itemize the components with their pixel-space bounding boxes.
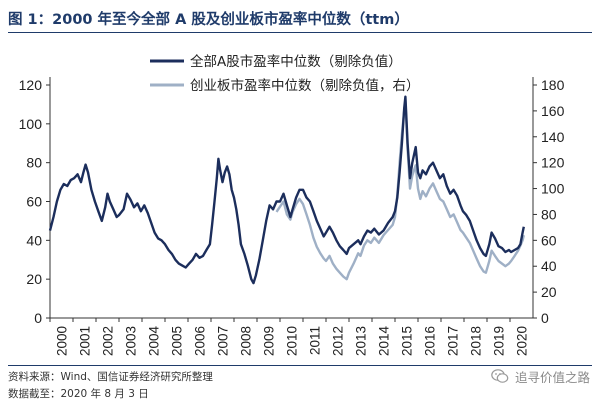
x-tick-label: 2000 xyxy=(55,326,70,356)
x-tick-label: 2004 xyxy=(147,326,162,357)
right-tick-label: 100 xyxy=(541,181,565,197)
source-note: 资料来源：Wind、国信证券经济研究所整理 xyxy=(8,371,213,383)
footer-divider xyxy=(8,365,592,366)
right-tick-label: 60 xyxy=(541,232,557,248)
right-tick-label: 40 xyxy=(541,258,557,274)
figure-title: 图 1：2000 年至今全部 A 股及创业板市盈率中位数（ttm） xyxy=(8,12,409,28)
x-tick-label: 2005 xyxy=(170,326,185,356)
right-tick-label: 180 xyxy=(541,77,565,93)
x-tick-label: 2014 xyxy=(377,326,392,357)
right-tick-label: 20 xyxy=(541,284,557,300)
x-tick-label: 2012 xyxy=(331,326,346,356)
left-tick-label: 0 xyxy=(34,310,42,326)
all-a-share-pe-line xyxy=(48,95,525,285)
right-tick-label: 80 xyxy=(541,206,557,222)
date-note: 数据截至：2020 年 8 月 3 日 xyxy=(8,388,149,400)
left-tick-label: 120 xyxy=(19,77,43,93)
watermark-text: 追寻价值之路 xyxy=(514,369,590,385)
left-tick-label: 60 xyxy=(26,194,42,210)
wechat-icon xyxy=(491,369,509,383)
x-tick-label: 2020 xyxy=(515,326,530,356)
watermark: 追寻价值之路 xyxy=(491,366,590,386)
right-tick-label: 0 xyxy=(541,310,549,326)
x-tick-label: 2002 xyxy=(101,326,116,356)
x-tick-label: 2016 xyxy=(423,326,438,356)
left-tick-label: 20 xyxy=(26,271,42,287)
x-tick-label: 2013 xyxy=(354,326,369,356)
right-tick-label: 160 xyxy=(541,103,565,119)
x-tick-label: 2001 xyxy=(78,326,93,356)
figure-title-bar: 图 1：2000 年至今全部 A 股及创业板市盈率中位数（ttm） xyxy=(0,0,600,34)
x-tick-label: 2003 xyxy=(124,326,139,356)
left-tick-label: 40 xyxy=(26,232,42,248)
x-tick-label: 2006 xyxy=(193,326,208,356)
left-tick-label: 80 xyxy=(26,155,42,171)
legend-label-chinext: 创业板市盈率中位数（剔除负值，右） xyxy=(190,77,420,94)
legend-label-all-a-share: 全部A股市盈率中位数（剔除负值） xyxy=(190,53,402,70)
pe-ratio-chart: 0 20 40 60 80 100 120 0 20 40 60 80 100 120 140 160 180 2… xyxy=(19,53,565,357)
x-tick-label: 2015 xyxy=(400,326,415,356)
x-tick-label: 2010 xyxy=(285,326,300,356)
x-tick-label: 2007 xyxy=(216,326,231,356)
x-tick-label: 2011 xyxy=(308,326,323,355)
x-tick-label: 2018 xyxy=(469,326,484,356)
right-tick-label: 120 xyxy=(541,155,565,171)
x-tick-label: 2009 xyxy=(262,326,277,356)
x-tick-label: 2019 xyxy=(492,326,507,356)
title-divider xyxy=(8,32,592,33)
x-tick-label: 2017 xyxy=(446,326,461,356)
left-tick-label: 100 xyxy=(19,116,43,132)
x-tick-label: 2008 xyxy=(239,326,254,356)
right-tick-label: 140 xyxy=(541,129,565,145)
